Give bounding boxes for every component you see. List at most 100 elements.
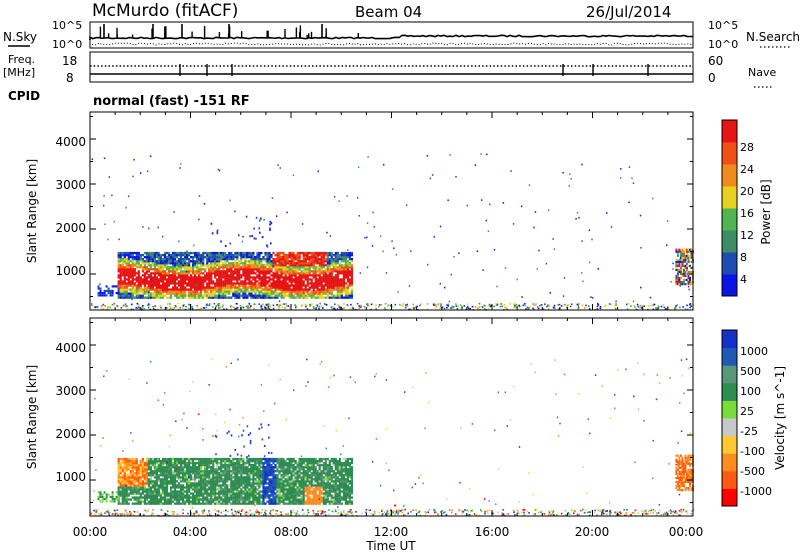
velocity-cell — [177, 466, 181, 469]
power-cell — [123, 296, 126, 299]
power-cell — [171, 274, 175, 277]
power-cell — [182, 260, 185, 263]
power-cell — [523, 302, 526, 305]
velocity-cell — [232, 457, 235, 461]
power-cell — [238, 266, 241, 269]
power-cell — [326, 254, 329, 257]
power-cell — [188, 303, 190, 306]
power-cell — [212, 272, 215, 275]
power-cell — [260, 282, 263, 285]
power-cell — [310, 256, 313, 259]
power-cell — [177, 280, 181, 283]
power-cell — [684, 283, 687, 286]
velocity-cell — [163, 476, 167, 479]
power-cell — [159, 254, 162, 257]
power-cell — [230, 296, 233, 299]
power-cell — [266, 260, 269, 263]
velocity-cell — [274, 502, 277, 505]
velocity-cell — [127, 464, 130, 467]
power-cell — [186, 270, 188, 273]
power-cell — [294, 276, 297, 279]
power-cell — [305, 306, 307, 308]
velocity-cell — [194, 470, 197, 473]
power-cell — [272, 284, 275, 287]
power-cell — [236, 274, 239, 277]
power-cell — [439, 225, 442, 228]
power-cell — [222, 286, 225, 289]
power-cell — [334, 296, 337, 299]
power-cell — [278, 288, 281, 291]
velocity-cell — [169, 460, 173, 463]
power-cell — [294, 282, 297, 285]
power-cell — [256, 264, 259, 267]
velocity-cell — [200, 482, 203, 485]
velocity-cell — [155, 492, 158, 495]
power-cell — [198, 276, 201, 279]
velocity-cell — [268, 494, 271, 497]
power-cell — [326, 266, 329, 269]
velocity-cell — [218, 500, 221, 503]
power-cell — [202, 294, 205, 297]
velocity-cell — [155, 466, 158, 469]
power-cell — [357, 197, 359, 199]
power-cell — [301, 305, 303, 307]
power-cell — [306, 272, 309, 275]
velocity-cell — [119, 472, 122, 475]
velocity-cell — [182, 498, 185, 501]
velocity-cell — [202, 498, 205, 501]
velocity-cell — [246, 466, 249, 469]
power-cell — [322, 292, 325, 295]
power-cell — [242, 306, 245, 309]
power-cell — [269, 220, 272, 223]
velocity-cell — [127, 460, 130, 463]
power-cell — [205, 304, 208, 306]
velocity-cell — [242, 464, 245, 467]
power-cell — [346, 266, 349, 269]
power-cell — [282, 251, 285, 255]
power-cell — [216, 254, 219, 257]
power-cell — [383, 307, 386, 309]
velocity-cell — [238, 482, 241, 485]
power-cell — [312, 270, 315, 273]
power-cell — [196, 260, 199, 263]
velocity-cell — [155, 462, 158, 465]
power-cell — [678, 260, 681, 263]
power-cell — [326, 256, 329, 259]
velocity-cell — [163, 488, 167, 491]
power-cell — [131, 266, 134, 269]
velocity-cell — [145, 494, 148, 497]
power-cell — [266, 292, 269, 295]
velocity-cell — [145, 482, 148, 485]
power-cell — [308, 270, 311, 273]
power-cell — [234, 256, 237, 259]
velocity-cell — [204, 480, 207, 483]
power-cell — [581, 272, 583, 274]
velocity-cell — [173, 472, 177, 475]
power-cell — [266, 244, 268, 247]
power-cell — [127, 278, 130, 281]
power-cell — [242, 286, 245, 289]
velocity-cell — [264, 460, 267, 463]
velocity-cell — [218, 494, 221, 497]
power-cell — [214, 288, 217, 291]
velocity-cell — [133, 480, 136, 483]
power-cell — [232, 286, 235, 289]
power-cell — [244, 294, 247, 297]
power-cell — [179, 278, 183, 281]
power-cell — [177, 258, 181, 261]
velocity-cell — [141, 480, 144, 483]
velocity-cell — [226, 468, 229, 471]
velocity-cell — [198, 490, 201, 493]
velocity-cell — [151, 496, 154, 499]
power-cell — [639, 304, 642, 307]
power-cell — [290, 290, 293, 293]
power-cell — [350, 272, 353, 275]
power-cell — [234, 266, 237, 269]
velocity-cell — [212, 472, 215, 475]
power-cell — [559, 307, 561, 309]
power-cell — [502, 202, 505, 204]
velocity-cell — [117, 488, 120, 491]
power-cell — [234, 292, 237, 295]
power-cell — [320, 296, 323, 299]
power-cell — [161, 290, 165, 293]
